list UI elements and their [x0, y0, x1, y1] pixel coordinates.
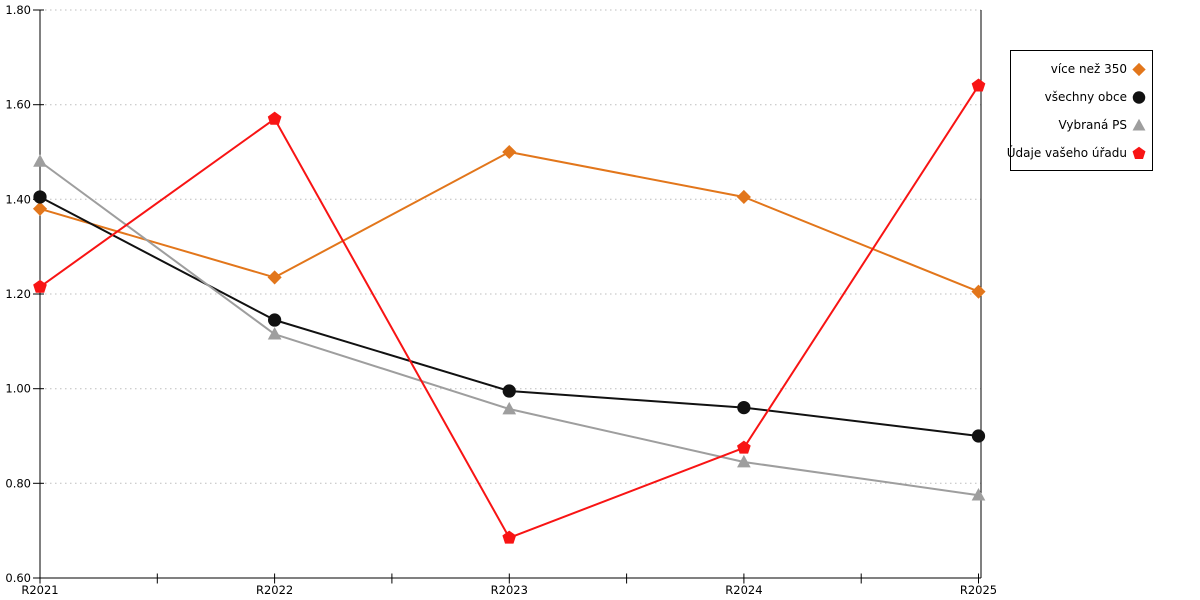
- diamond-marker-icon: [32, 201, 48, 216]
- x-tick-label: R2024: [725, 583, 762, 597]
- circle-marker-icon: [1132, 90, 1146, 104]
- y-tick-label: 1.60: [5, 98, 31, 112]
- pentagon-marker-glyph: [1132, 146, 1146, 159]
- diamond-marker-icon: [1132, 62, 1146, 76]
- legend-item: Údaje vašeho úřadu: [1007, 142, 1147, 163]
- pentagon-marker-icon: [971, 78, 986, 92]
- legend-item: Vybraná PS: [1016, 114, 1147, 135]
- pentagon-marker-icon: [1132, 146, 1146, 159]
- circle-marker-icon: [737, 400, 751, 415]
- diamond-marker-icon: [267, 270, 282, 285]
- diamond-marker-icon: [502, 144, 517, 160]
- legend-item: všechny obce: [1016, 86, 1147, 107]
- diamond-marker-icon: [971, 284, 986, 299]
- y-tick-label: 1.00: [5, 382, 31, 396]
- y-tick-label: 1.80: [5, 3, 31, 17]
- y-tick-label: 1.20: [5, 287, 31, 301]
- legend-label: Vybraná PS: [1058, 117, 1127, 132]
- triangle-marker-icon: [1132, 118, 1146, 131]
- circle-marker-icon: [33, 190, 47, 204]
- series-3: [33, 78, 986, 544]
- pentagon-marker-icon: [1131, 145, 1147, 161]
- series-line: [39, 160, 979, 497]
- series-0: [32, 144, 986, 299]
- series-line: [39, 196, 979, 437]
- legend-label: více než 350: [1050, 61, 1127, 76]
- pentagon-marker-icon: [267, 111, 282, 125]
- legend-item: více než 350: [1016, 58, 1147, 79]
- tick-labels: 0.60 0.80 1.00 1.20 1.40 1.60 1.80 R2021 R2022 R2…: [5, 3, 997, 597]
- triangle-marker-icon: [267, 327, 282, 340]
- x-tick-label: R2022: [256, 583, 293, 597]
- x-tick-label: R2023: [491, 583, 528, 597]
- pentagon-marker-icon: [33, 279, 47, 293]
- diamond-marker-icon: [1131, 61, 1147, 77]
- triangle-marker-glyph: [1132, 118, 1146, 131]
- x-tick-label: R2021: [21, 583, 58, 597]
- circle-marker-icon: [268, 313, 282, 327]
- series-1: [33, 190, 986, 443]
- circle-marker-icon: [1131, 89, 1147, 105]
- legend-label: Údaje vašeho úřadu: [1006, 145, 1127, 160]
- diamond-marker-glyph: [1132, 62, 1146, 76]
- y-tick-label: 1.40: [5, 192, 31, 206]
- diamond-marker-icon: [736, 189, 751, 205]
- circle-marker-glyph: [1132, 90, 1146, 104]
- pentagon-marker-icon: [502, 530, 517, 544]
- circle-marker-icon: [971, 429, 986, 443]
- x-tick-label: R2025: [960, 583, 997, 597]
- circle-marker-icon: [502, 384, 516, 398]
- y-tick-label: 0.80: [5, 476, 31, 490]
- legend-label: všechny obce: [1044, 89, 1127, 104]
- triangle-marker-icon: [737, 454, 751, 468]
- triangle-marker-icon: [1131, 117, 1147, 133]
- y-tick-label: 0.60: [5, 571, 31, 585]
- pentagon-marker-icon: [737, 440, 751, 454]
- triangle-marker-icon: [971, 487, 986, 501]
- triangle-marker-icon: [502, 401, 517, 415]
- legend-box: více než 350 všechny obce Vybraná PS Úda…: [1007, 50, 1153, 171]
- axes: [33, 9, 982, 584]
- series-2: [33, 154, 986, 501]
- triangle-marker-icon: [33, 154, 47, 167]
